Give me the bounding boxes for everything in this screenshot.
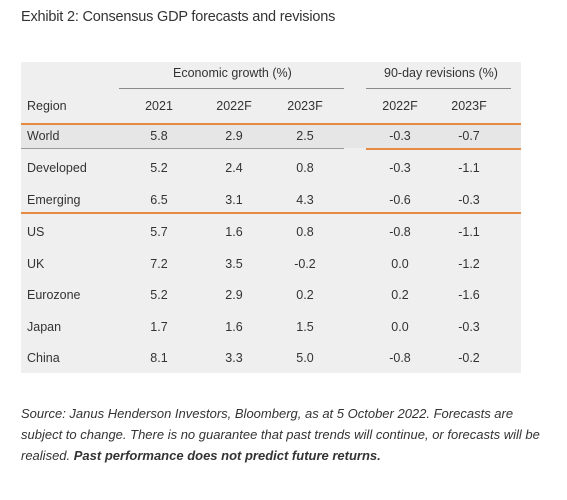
column-header-2022f: 2022F	[216, 99, 252, 113]
table-cell: 1.6	[225, 320, 243, 334]
table-cell: 2.9	[225, 288, 243, 302]
table-cell: -1.1	[458, 225, 480, 239]
group-rule-growth	[119, 88, 344, 89]
table-cell: -0.7	[458, 129, 480, 143]
divider-regions	[21, 212, 521, 214]
table-cell: -0.6	[389, 193, 411, 207]
world-row-highlight	[21, 124, 521, 148]
table-cell: 5.2	[150, 288, 168, 302]
table-cell: 2.4	[225, 161, 243, 175]
group-header-growth: Economic growth (%)	[173, 66, 292, 80]
row-label: Emerging	[27, 193, 81, 207]
divider-world-revisions	[366, 148, 521, 150]
row-label: US	[27, 225, 45, 239]
source-note: Source: Janus Henderson Investors, Bloom…	[21, 403, 551, 466]
table-cell: 0.0	[391, 257, 409, 271]
table-cell: -0.3	[458, 320, 480, 334]
header-divider	[21, 123, 521, 125]
table-cell: 3.1	[225, 193, 243, 207]
divider-world-growth	[21, 148, 344, 149]
table-cell: 5.0	[296, 351, 314, 365]
table-cell: -0.8	[389, 225, 411, 239]
table-cell: -1.1	[458, 161, 480, 175]
table-cell: 1.7	[150, 320, 168, 334]
table-cell: 8.1	[150, 351, 168, 365]
table-cell: -0.3	[389, 161, 411, 175]
table-cell: 7.2	[150, 257, 168, 271]
group-header-revisions: 90-day revisions (%)	[384, 66, 498, 80]
row-label: UK	[27, 257, 45, 271]
column-header-2023f: 2023F	[287, 99, 323, 113]
table-cell: 3.5	[225, 257, 243, 271]
row-label: Developed	[27, 161, 87, 175]
table-cell: 0.8	[296, 225, 314, 239]
table-cell: 0.8	[296, 161, 314, 175]
table-cell: 3.3	[225, 351, 243, 365]
table-cell: -1.2	[458, 257, 480, 271]
source-text: Source: Janus Henderson Investors, Bloom…	[21, 406, 540, 463]
table-cell: -0.3	[458, 193, 480, 207]
table-cell: 2.5	[296, 129, 314, 143]
table-cell: 4.3	[296, 193, 314, 207]
group-rule-revisions	[366, 88, 511, 89]
table-cell: -0.2	[294, 257, 316, 271]
column-header-rev-2022f: 2022F	[382, 99, 418, 113]
column-header-2021: 2021	[145, 99, 173, 113]
column-header-rev-2023f: 2023F	[451, 99, 487, 113]
table-cell: 0.2	[296, 288, 314, 302]
row-label: China	[27, 351, 60, 365]
row-label: Japan	[27, 320, 62, 334]
table-cell: 5.8	[150, 129, 168, 143]
table-cell: 5.2	[150, 161, 168, 175]
table-cell: -0.2	[458, 351, 480, 365]
table-cell: 1.5	[296, 320, 314, 334]
exhibit-title: Exhibit 2: Consensus GDP forecasts and r…	[21, 9, 336, 25]
table-cell: 0.0	[391, 320, 409, 334]
row-label: World	[27, 129, 60, 143]
table-cell: 5.7	[150, 225, 168, 239]
table-cell: 2.9	[225, 129, 243, 143]
disclaimer-text: Past performance does not predict future…	[73, 448, 381, 463]
gdp-table: Economic growth (%) 90-day revisions (%)…	[21, 62, 521, 373]
table-cell: -0.8	[389, 351, 411, 365]
row-label: Eurozone	[27, 288, 81, 302]
table-cell: 0.2	[391, 288, 409, 302]
table-cell: -1.6	[458, 288, 480, 302]
column-header-region: Region	[27, 99, 67, 113]
table-cell: 6.5	[150, 193, 168, 207]
table-cell: 1.6	[225, 225, 243, 239]
table-cell: -0.3	[389, 129, 411, 143]
